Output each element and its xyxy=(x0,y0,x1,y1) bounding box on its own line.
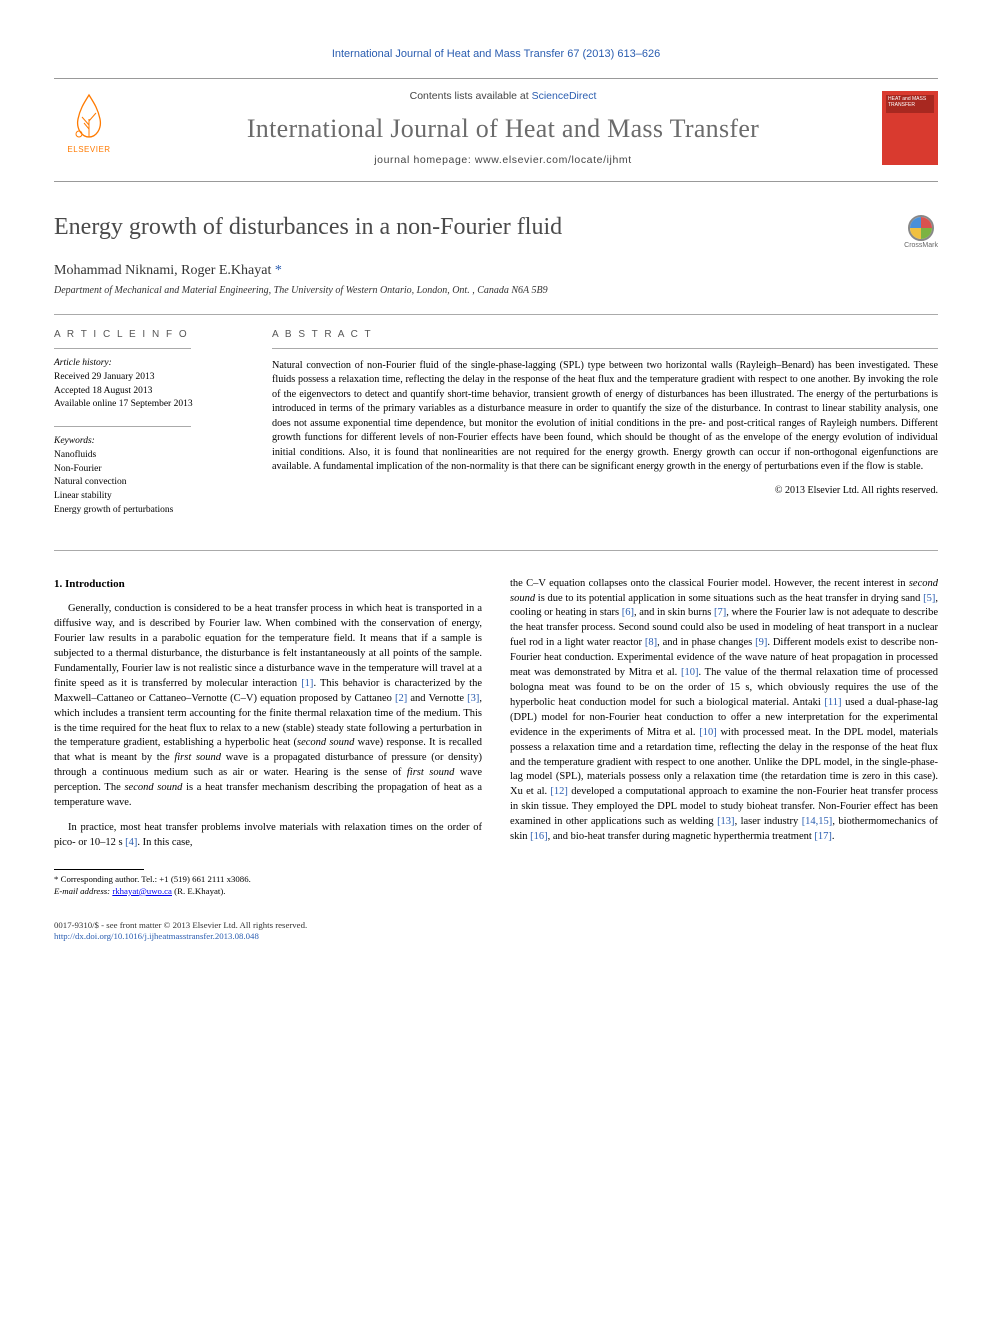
abstract-label: A B S T R A C T xyxy=(272,329,938,340)
crossmark-icon xyxy=(907,214,935,242)
journal-home-url[interactable]: www.elsevier.com/locate/ijhmt xyxy=(475,154,632,166)
email-who: (R. E.Khayat). xyxy=(172,886,226,896)
citation-ref[interactable]: [11] xyxy=(824,697,841,708)
separator xyxy=(54,314,938,315)
authors-text: Mohammad Niknami, Roger E.Khayat xyxy=(54,263,271,278)
citation-ref[interactable]: [12] xyxy=(550,786,568,797)
abstract-column: A B S T R A C T Natural convection of no… xyxy=(272,329,938,532)
crossmark-label: CrossMark xyxy=(904,242,938,249)
meta-abstract-row: A R T I C L E I N F O Article history: R… xyxy=(54,329,938,532)
sciencedirect-link[interactable]: ScienceDirect xyxy=(532,90,597,102)
citation-ref[interactable]: [5] xyxy=(923,593,935,604)
article-info-label: A R T I C L E I N F O xyxy=(54,329,244,340)
separator xyxy=(54,550,938,551)
citation-ref[interactable]: [2] xyxy=(395,693,407,704)
paper-title: Energy growth of disturbances in a non-F… xyxy=(54,214,562,241)
citation-ref[interactable]: [10] xyxy=(681,667,699,678)
section-heading: 1. Introduction xyxy=(54,577,482,593)
abstract-copyright: © 2013 Elsevier Ltd. All rights reserved… xyxy=(272,485,938,496)
contents-label: Contents lists available at xyxy=(410,90,532,102)
column-left: 1. Introduction Generally, conduction is… xyxy=(54,577,482,898)
footnote-separator xyxy=(54,869,144,870)
citation-ref[interactable]: [1] xyxy=(301,678,313,689)
history-head: Article history: xyxy=(54,357,244,371)
article-info-column: A R T I C L E I N F O Article history: R… xyxy=(54,329,244,532)
citation-ref[interactable]: [7] xyxy=(714,607,726,618)
elsevier-text: ELSEVIER xyxy=(67,145,110,154)
keyword-item: Nanofluids xyxy=(54,449,244,463)
elsevier-logo: ELSEVIER xyxy=(54,89,124,167)
journal-homepage-line: journal homepage: www.elsevier.com/locat… xyxy=(142,154,864,166)
contents-list-line: Contents lists available at ScienceDirec… xyxy=(142,90,864,102)
elsevier-tree-icon xyxy=(62,89,116,143)
footer-doi-link[interactable]: http://dx.doi.org/10.1016/j.ijheatmasstr… xyxy=(54,931,259,941)
body-columns: 1. Introduction Generally, conduction is… xyxy=(54,577,938,898)
history-received: Received 29 January 2013 xyxy=(54,371,244,385)
citation-ref[interactable]: [16] xyxy=(530,831,548,842)
journal-header: ELSEVIER Contents lists available at Sci… xyxy=(54,78,938,182)
citation-ref[interactable]: [14,15] xyxy=(802,816,833,827)
keyword-item: Linear stability xyxy=(54,490,244,504)
journal-home-label: journal homepage: xyxy=(374,154,475,166)
crossmark-badge[interactable]: CrossMark xyxy=(904,214,938,249)
citation-ref[interactable]: [8] xyxy=(645,637,657,648)
body-paragraph: the C–V equation collapses onto the clas… xyxy=(510,577,938,845)
column-right: the C–V equation collapses onto the clas… xyxy=(510,577,938,898)
paper-page: International Journal of Heat and Mass T… xyxy=(0,0,992,983)
title-row: Energy growth of disturbances in a non-F… xyxy=(54,214,938,249)
citation-ref[interactable]: [13] xyxy=(717,816,735,827)
corresponding-marker[interactable]: * xyxy=(275,263,282,278)
affiliation: Department of Mechanical and Material En… xyxy=(54,285,938,296)
header-middle: Contents lists available at ScienceDirec… xyxy=(142,90,864,166)
keyword-item: Energy growth of perturbations xyxy=(54,504,244,518)
citation-ref[interactable]: [10] xyxy=(699,727,717,738)
citation-ref[interactable]: [3] xyxy=(467,693,479,704)
body-paragraph: In practice, most heat transfer problems… xyxy=(54,821,482,851)
journal-title: International Journal of Heat and Mass T… xyxy=(142,114,864,144)
citation-ref[interactable]: [6] xyxy=(622,607,634,618)
keyword-item: Natural convection xyxy=(54,476,244,490)
cover-text: HEAT and MASS TRANSFER xyxy=(888,97,932,108)
email-footnote: E-mail address: rkhayat@uwo.ca (R. E.Kha… xyxy=(54,886,482,898)
citation-ref[interactable]: [4] xyxy=(125,837,137,848)
email-label: E-mail address: xyxy=(54,886,112,896)
body-paragraph: Generally, conduction is considered to b… xyxy=(54,602,482,811)
corresponding-footnote: * Corresponding author. Tel.: +1 (519) 6… xyxy=(54,874,482,886)
email-link[interactable]: rkhayat@uwo.ca xyxy=(112,886,172,896)
footer-issn: 0017-9310/$ - see front matter © 2013 El… xyxy=(54,920,938,932)
authors-line: Mohammad Niknami, Roger E.Khayat * xyxy=(54,263,938,279)
abstract-text: Natural convection of non-Fourier fluid … xyxy=(272,359,938,475)
page-footer: 0017-9310/$ - see front matter © 2013 El… xyxy=(54,920,938,944)
keywords-block: Keywords: Nanofluids Non-Fourier Natural… xyxy=(54,435,244,518)
keyword-item: Non-Fourier xyxy=(54,463,244,477)
journal-cover-thumbnail: HEAT and MASS TRANSFER xyxy=(882,91,938,165)
keywords-head: Keywords: xyxy=(54,435,244,449)
history-accepted: Accepted 18 August 2013 xyxy=(54,385,244,399)
citation-ref[interactable]: [9] xyxy=(755,637,767,648)
history-online: Available online 17 September 2013 xyxy=(54,398,244,412)
article-history: Article history: Received 29 January 201… xyxy=(54,357,244,412)
citation-ref[interactable]: [17] xyxy=(814,831,832,842)
top-citation: International Journal of Heat and Mass T… xyxy=(54,48,938,60)
